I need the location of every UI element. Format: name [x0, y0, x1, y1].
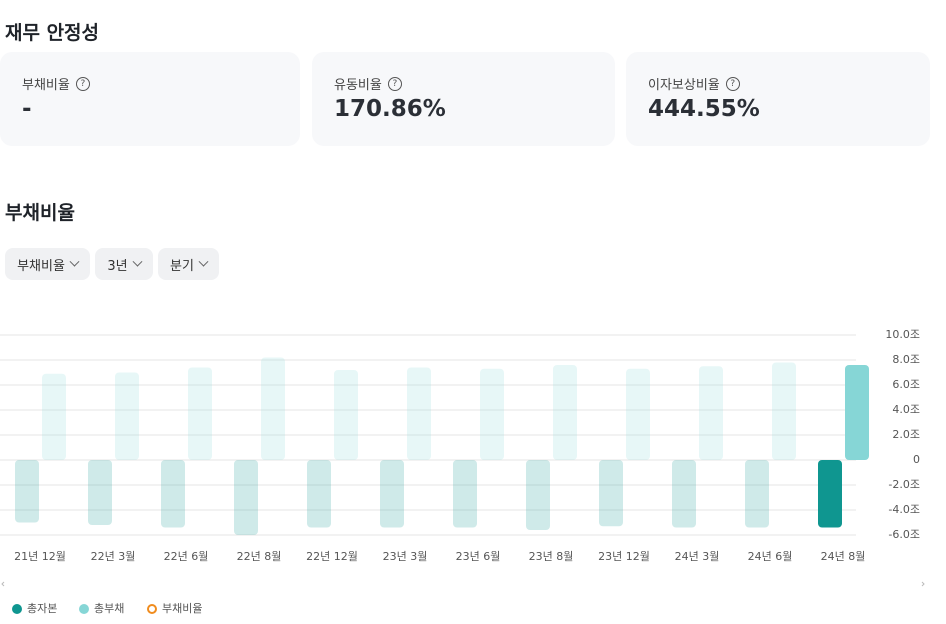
filter-label: 3년: [107, 258, 128, 274]
card: 유동비율? 170.86%: [312, 52, 615, 146]
bar: [818, 460, 842, 528]
y-tick-label: 2.0조: [892, 428, 920, 441]
section-title: 재무 안정성: [5, 22, 100, 44]
x-tick-label: 22년 8월: [237, 550, 282, 563]
help-icon[interactable]: ?: [387, 76, 402, 91]
bar: [772, 362, 796, 460]
y-tick-label: -4.0조: [888, 503, 920, 516]
x-tick-label: 24년 3월: [675, 550, 720, 563]
bar: [115, 372, 139, 460]
bar: [845, 365, 869, 460]
bar: [334, 370, 358, 460]
bar: [407, 367, 431, 460]
bar: [480, 368, 504, 460]
y-tick-label: 4.0조: [892, 403, 920, 416]
filter-label: 부채비율: [17, 258, 65, 274]
help-icon[interactable]: ?: [75, 76, 90, 91]
bar: [15, 460, 39, 523]
bar: [88, 460, 112, 525]
x-tick-label: 22년 3월: [91, 550, 136, 563]
bar: [453, 460, 477, 528]
legend-label: 총자본: [27, 602, 57, 615]
scroll-right[interactable]: [921, 581, 925, 587]
bar: [380, 460, 404, 528]
bar: [626, 368, 650, 460]
y-tick-label: 0: [913, 453, 920, 466]
x-tick-label: 23년 12월: [598, 550, 650, 563]
card: 이자보상비율? 444.55%: [626, 52, 930, 146]
bar: [672, 460, 696, 528]
card-label: 유동비율: [334, 78, 382, 93]
y-tick-label: 6.0조: [892, 378, 920, 391]
card-label: 부채비율: [22, 78, 70, 93]
bar: [234, 460, 258, 535]
filter-label: 분기: [170, 258, 194, 274]
legend-marker: [12, 604, 22, 614]
scroll-left[interactable]: [1, 581, 5, 587]
bar: [42, 373, 66, 460]
bar: [745, 460, 769, 528]
help-icon[interactable]: ?: [725, 76, 740, 91]
filter-dropdown[interactable]: 분기: [158, 248, 219, 280]
x-tick-label: 22년 12월: [306, 550, 358, 563]
x-tick-label: 23년 6월: [456, 550, 501, 563]
y-tick-label: -6.0조: [888, 528, 920, 541]
bar: [261, 357, 285, 460]
y-tick-label: -2.0조: [888, 478, 920, 491]
y-tick-label: 10.0조: [885, 328, 920, 341]
filter-dropdown[interactable]: 3년: [95, 248, 153, 280]
bar: [699, 366, 723, 460]
bar: [553, 365, 577, 460]
filter-dropdown[interactable]: 부채비율: [5, 248, 90, 280]
bar: [307, 460, 331, 528]
x-tick-label: 23년 8월: [529, 550, 574, 563]
card-value: -: [22, 96, 32, 122]
bar: [526, 460, 550, 530]
x-tick-label: 24년 8월: [821, 550, 866, 563]
x-tick-label: 21년 12월: [14, 550, 66, 563]
bar: [599, 460, 623, 527]
bar: [161, 460, 185, 528]
legend-marker: [79, 604, 89, 614]
bar: [188, 367, 212, 460]
card-label: 이자보상비율: [648, 78, 720, 93]
card-value: 444.55%: [648, 96, 760, 122]
legend-marker: [147, 604, 157, 614]
x-tick-label: 22년 6월: [164, 550, 209, 563]
card-value: 170.86%: [334, 96, 446, 122]
chart: 10.0조 8.0조 6.0조 4.0조 2.0조 0 -2.0조 -4.0조 -6.0조 21년…: [0, 328, 925, 615]
legend-label: 부채비율: [162, 602, 202, 615]
section-title: 부채비율: [5, 202, 75, 224]
legend-label: 총부채: [94, 602, 124, 615]
card: 부채비율? -: [0, 52, 300, 146]
x-tick-label: 24년 6월: [748, 550, 793, 563]
x-tick-label: 23년 3월: [383, 550, 428, 563]
y-tick-label: 8.0조: [892, 353, 920, 366]
